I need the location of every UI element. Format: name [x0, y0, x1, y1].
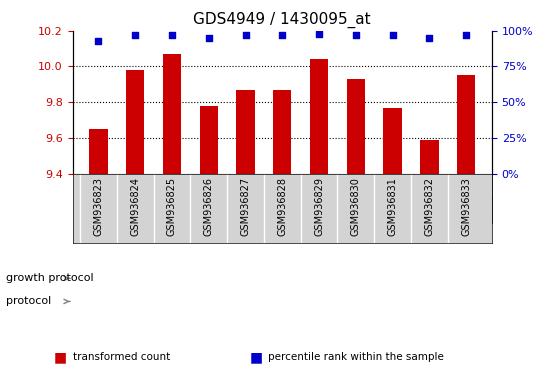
- FancyBboxPatch shape: [191, 199, 264, 222]
- FancyBboxPatch shape: [374, 199, 485, 222]
- Point: [241, 32, 250, 38]
- Text: GSM936825: GSM936825: [167, 177, 177, 236]
- Point: [425, 35, 434, 41]
- Bar: [236, 90, 255, 174]
- Title: GDS4949 / 1430095_at: GDS4949 / 1430095_at: [193, 12, 371, 28]
- Bar: [126, 70, 144, 174]
- Text: sham: sham: [306, 205, 333, 215]
- Bar: [273, 90, 291, 174]
- Point: [388, 32, 397, 38]
- Text: ■: ■: [54, 350, 67, 364]
- Point: [352, 32, 361, 38]
- Text: GSM936833: GSM936833: [461, 177, 471, 236]
- FancyBboxPatch shape: [264, 199, 374, 222]
- FancyBboxPatch shape: [264, 175, 485, 197]
- Bar: [383, 108, 402, 174]
- Text: protocol: protocol: [6, 296, 51, 306]
- Text: transformed count: transformed count: [73, 352, 170, 362]
- Bar: [310, 59, 328, 174]
- Bar: [163, 54, 181, 174]
- Text: streptozotocin
injection: streptozotocin injection: [192, 200, 262, 221]
- Point: [131, 32, 140, 38]
- Text: GSM936824: GSM936824: [130, 177, 140, 236]
- Text: GSM936829: GSM936829: [314, 177, 324, 236]
- Point: [278, 32, 287, 38]
- Text: GSM936828: GSM936828: [277, 177, 287, 236]
- Text: GSM936826: GSM936826: [203, 177, 214, 236]
- Text: streptozotocin injection: streptozotocin injection: [372, 205, 487, 215]
- Text: GSM936831: GSM936831: [387, 177, 397, 236]
- Text: GSM936827: GSM936827: [240, 177, 250, 236]
- Text: GSM936823: GSM936823: [93, 177, 103, 236]
- Point: [204, 35, 213, 41]
- Bar: [420, 140, 439, 174]
- FancyBboxPatch shape: [80, 199, 191, 222]
- Point: [462, 32, 471, 38]
- Text: percentile rank within the sample: percentile rank within the sample: [268, 352, 444, 362]
- Bar: [89, 129, 107, 174]
- Point: [168, 32, 177, 38]
- Text: GSM936832: GSM936832: [424, 177, 434, 236]
- Bar: [347, 79, 365, 174]
- Bar: [200, 106, 218, 174]
- Point: [315, 30, 324, 36]
- Text: low protein diet (8% protein): low protein diet (8% protein): [299, 181, 449, 191]
- Bar: [457, 75, 475, 174]
- Text: growth protocol: growth protocol: [6, 273, 93, 283]
- Text: control diet (20% protein): control diet (20% protein): [105, 181, 239, 191]
- Text: sham: sham: [122, 205, 149, 215]
- Point: [94, 38, 103, 44]
- Text: ■: ■: [250, 350, 263, 364]
- Text: GSM936830: GSM936830: [351, 177, 361, 236]
- FancyBboxPatch shape: [80, 175, 264, 197]
